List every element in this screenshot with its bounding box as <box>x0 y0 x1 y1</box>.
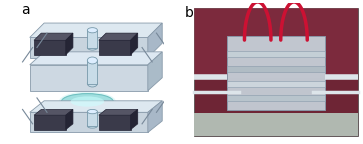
Bar <box>227 95 325 101</box>
Text: b: b <box>185 6 194 20</box>
Polygon shape <box>66 33 73 55</box>
Ellipse shape <box>87 45 97 50</box>
Bar <box>227 81 325 87</box>
Ellipse shape <box>61 94 113 109</box>
Polygon shape <box>148 23 162 58</box>
Polygon shape <box>87 112 97 126</box>
Ellipse shape <box>87 57 97 64</box>
Polygon shape <box>99 109 138 115</box>
Bar <box>227 66 325 72</box>
Polygon shape <box>34 109 73 115</box>
Ellipse shape <box>87 28 97 33</box>
Polygon shape <box>30 101 162 112</box>
Polygon shape <box>131 33 138 55</box>
Polygon shape <box>30 52 162 65</box>
Polygon shape <box>87 30 97 48</box>
Polygon shape <box>30 65 148 91</box>
Polygon shape <box>66 109 73 130</box>
Bar <box>227 36 325 110</box>
Polygon shape <box>34 33 73 40</box>
Polygon shape <box>34 115 66 130</box>
Polygon shape <box>131 109 138 130</box>
Text: a: a <box>21 3 30 17</box>
Ellipse shape <box>87 109 97 114</box>
Ellipse shape <box>87 124 97 128</box>
Bar <box>194 113 358 136</box>
Polygon shape <box>34 40 66 55</box>
Polygon shape <box>99 33 138 40</box>
Polygon shape <box>99 115 131 130</box>
Bar <box>227 51 325 57</box>
Polygon shape <box>148 101 162 132</box>
Polygon shape <box>30 112 148 132</box>
Bar <box>194 8 358 78</box>
Polygon shape <box>30 37 148 58</box>
Polygon shape <box>148 52 162 91</box>
Ellipse shape <box>59 92 116 111</box>
Polygon shape <box>87 60 97 84</box>
Ellipse shape <box>87 80 97 87</box>
Polygon shape <box>99 40 131 55</box>
Ellipse shape <box>70 96 104 107</box>
Polygon shape <box>30 23 162 37</box>
